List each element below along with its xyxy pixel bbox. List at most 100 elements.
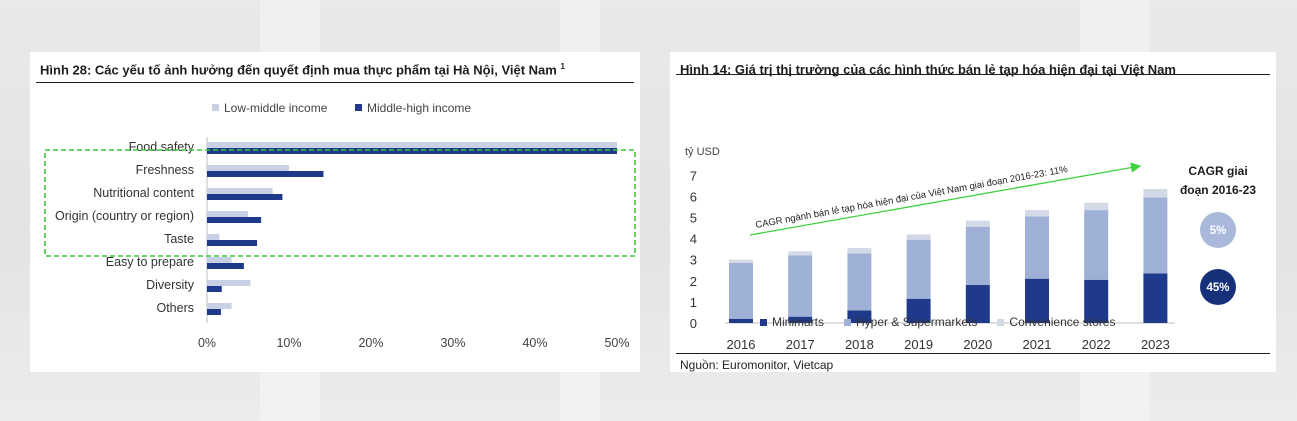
bar-segment-minimarts — [965, 285, 990, 323]
legend-swatch — [997, 319, 1005, 327]
x-tick-label: 2018 — [845, 337, 874, 352]
right-chart-svg: tỷ USD 0 1 2 3 4 5 6 7 2016 2017 2018 2019 2020 2021 20… — [685, 146, 1256, 352]
category-label: Nutritional content — [93, 186, 194, 200]
y-tick-label: 7 — [690, 168, 697, 183]
bar-segment-minimarts — [788, 316, 813, 323]
x-tick-label: 10% — [276, 336, 301, 350]
legend-item-hyper-supermarkets: Hyper & Supermarkets — [844, 315, 977, 329]
y-tick-label: 0 — [690, 316, 697, 331]
legend-label-low-middle: Low-middle income — [224, 101, 328, 115]
right-chart-title: Hình 14: Giá trị thị trường của các hình… — [680, 62, 1176, 77]
bar-segment-hyper-supermarkets — [847, 253, 872, 311]
category-label: Diversity — [146, 278, 195, 292]
left-title-rule — [36, 82, 634, 83]
bar-low-middle — [207, 211, 248, 217]
bar-segment-convenience-stores — [729, 259, 753, 263]
bar-low-middle — [207, 280, 251, 286]
y-tick-label: 2 — [690, 274, 697, 289]
x-tick-label: 2022 — [1082, 337, 1111, 352]
y-tick-label: 5 — [690, 211, 697, 226]
left-chart-title: Hình 28: Các yếu tố ảnh hưởng đến quyết … — [40, 62, 565, 77]
bar-segment-hyper-supermarkets — [1084, 210, 1109, 280]
legend-item-convenience-stores: Convenience stores — [997, 315, 1115, 329]
x-tick-label: 30% — [440, 336, 465, 350]
x-tick-label: 50% — [604, 336, 629, 350]
right-title-rule — [676, 74, 1270, 75]
legend-swatch-middle-high — [355, 104, 362, 111]
cagr-header-line2: đoạn 2016-23 — [1180, 183, 1256, 197]
bar-segment-minimarts — [847, 310, 872, 323]
x-tick-label: 2019 — [904, 337, 933, 352]
bar-middle-high — [207, 240, 258, 246]
right-chart-panel: Hình 14: Giá trị thị trường của các hình… — [670, 52, 1276, 372]
bar-low-middle — [207, 165, 289, 171]
cagr-circle-minimarts — [1200, 269, 1236, 305]
legend-label-middle-high: Middle-high income — [367, 101, 471, 115]
x-tick-label: 40% — [522, 336, 547, 350]
bar-low-middle — [207, 142, 617, 148]
bar-segment-hyper-supermarkets — [1143, 197, 1168, 274]
bar-segment-convenience-stores — [1084, 202, 1109, 211]
left-chart-svg: Low-middle income Middle-high income Food … — [44, 101, 636, 350]
bar-middle-high — [207, 194, 283, 200]
highlight-box — [44, 149, 636, 257]
bar-middle-high — [207, 217, 262, 223]
x-tick-label: 2016 — [727, 337, 756, 352]
bar-middle-high — [207, 148, 617, 154]
source-rule — [676, 353, 1270, 354]
bar-segment-hyper-supermarkets — [965, 226, 990, 286]
bar-middle-high — [207, 309, 221, 315]
bar-segment-hyper-supermarkets — [906, 239, 931, 299]
y-tick-label: 4 — [690, 232, 697, 247]
x-tick-label: 2021 — [1023, 337, 1052, 352]
y-tick-label: 6 — [690, 189, 697, 204]
x-tick-label: 20% — [358, 336, 383, 350]
x-tick-label: 2017 — [786, 337, 815, 352]
bar-segment-minimarts — [729, 318, 753, 323]
cagr-circle-convenience — [1200, 212, 1236, 248]
bar-segment-minimarts — [906, 298, 931, 323]
category-label: Easy to prepare — [106, 255, 194, 269]
category-label: Food safety — [129, 140, 195, 154]
legend-swatch — [844, 319, 852, 327]
growth-arrow — [749, 162, 1142, 236]
cagr-header-line1: CAGR giai — [1188, 164, 1247, 178]
source-note: Nguồn: Euromonitor, Vietcap — [680, 358, 834, 372]
bar-segment-hyper-supermarkets — [729, 262, 753, 319]
legend-label: Minimarts — [772, 315, 825, 329]
bar-segment-hyper-supermarkets — [788, 255, 813, 317]
bar-middle-high — [207, 286, 222, 292]
bar-segment-convenience-stores — [906, 234, 931, 240]
y-tick-label: 3 — [690, 253, 697, 268]
category-label: Others — [156, 301, 194, 315]
legend-item-minimarts: Minimarts — [760, 315, 824, 329]
cagr-value-convenience: 5% — [1210, 225, 1227, 237]
bar-segment-minimarts — [1084, 279, 1109, 323]
x-tick-label: 2020 — [963, 337, 992, 352]
bar-low-middle — [207, 188, 273, 194]
bar-low-middle — [207, 257, 232, 263]
category-label: Freshness — [136, 163, 194, 177]
bar-segment-minimarts — [1025, 278, 1049, 323]
cagr-value-minimarts: 45% — [1206, 282, 1229, 294]
bar-segment-convenience-stores — [788, 251, 813, 256]
bar-segment-hyper-supermarkets — [1025, 216, 1049, 279]
right-chart-legend: Minimarts Hyper & Supermarkets Convenience… — [760, 315, 1115, 329]
y-axis-unit-label: tỷ USD — [685, 146, 720, 158]
legend-swatch — [760, 319, 767, 327]
left-chart-title-text: Hình 28: Các yếu tố ảnh hưởng đến quyết … — [40, 62, 557, 78]
left-chart-panel: Hình 28: Các yếu tố ảnh hưởng đến quyết … — [30, 52, 640, 372]
legend-swatch-low-middle — [212, 104, 219, 111]
legend-label: Convenience stores — [1009, 315, 1116, 329]
bar-segment-convenience-stores — [1025, 210, 1049, 217]
legend-label: Hyper & Supermarkets — [856, 315, 978, 329]
category-label: Origin (country or region) — [55, 209, 194, 223]
category-label: Taste — [164, 232, 194, 246]
x-tick-label: 2023 — [1141, 337, 1170, 352]
y-tick-label: 1 — [690, 295, 697, 310]
bar-low-middle — [207, 303, 232, 309]
bar-middle-high — [207, 171, 324, 177]
bar-segment-convenience-stores — [965, 220, 990, 227]
bar-low-middle — [207, 234, 220, 240]
cagr-annotation: CAGR ngành bán lẻ tạp hóa hiện đại của V… — [755, 164, 1070, 231]
